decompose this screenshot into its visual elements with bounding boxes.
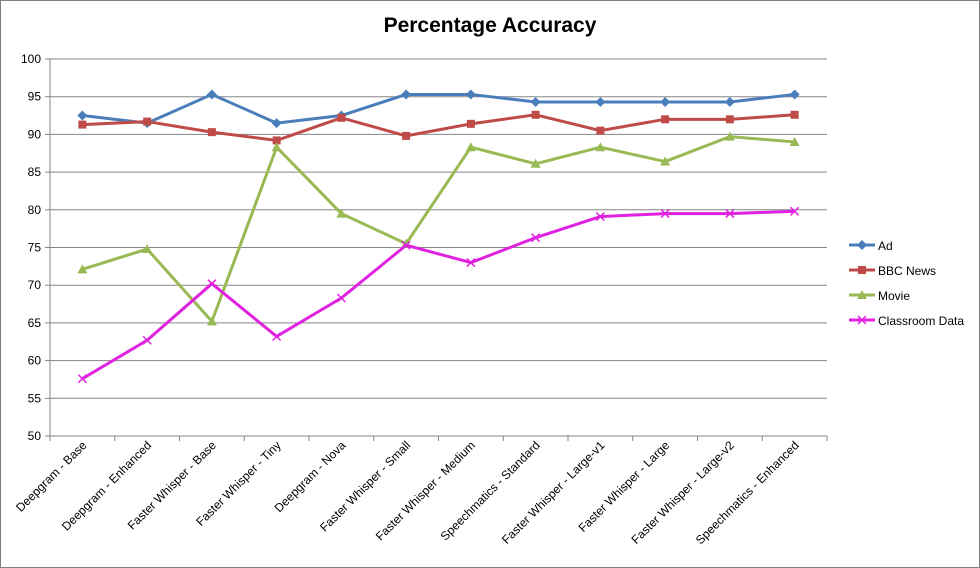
y-tick-labels: 50 55 60 65 70 75 80 85 90 95 100 [21,52,41,443]
series-line [81,135,795,323]
data-point [272,331,282,342]
legend-swatch [849,290,875,299]
data-point [595,142,606,152]
data-point [77,374,87,384]
gridlines [45,58,827,437]
data-point [857,315,867,325]
data-point [724,96,735,107]
data-point [858,266,866,274]
data-point [661,115,670,124]
legend: Ad BBC News Movie Classroom Data [848,236,978,336]
data-point [465,142,476,152]
data-point [466,119,475,128]
data-point [789,89,800,100]
legend-swatch [849,240,875,250]
x-tick-label: Faster Whisper - Large-v1 [499,438,608,547]
data-point [857,240,867,250]
data-point [401,89,412,100]
legend-label: Movie [878,289,911,303]
data-point [336,208,347,218]
series-movie [77,131,800,326]
y-tick-label: 100 [21,52,41,66]
data-point [531,233,541,243]
data-point [402,131,411,140]
legend-item: Movie [848,286,978,311]
data-point [595,96,606,107]
data-point [660,156,671,166]
data-point [531,110,540,119]
data-point [336,293,346,303]
data-point [271,142,282,152]
legend-item: Ad [848,236,978,261]
y-tick-label: 85 [28,165,42,179]
data-point [725,209,735,219]
y-tick-label: 55 [28,391,42,405]
axes [49,59,828,441]
data-point [530,158,541,168]
series-ad [77,89,800,129]
series-line [82,113,795,142]
y-tick-label: 60 [28,354,42,368]
y-tick-label: 70 [28,278,42,292]
y-tick-label: 75 [28,241,42,255]
data-point [530,96,541,107]
data-point [337,113,346,122]
legend-swatch [849,315,875,325]
data-point [142,335,152,345]
data-point [790,110,799,119]
legend-label: Ad [878,239,893,253]
data-point [465,89,476,100]
x-tick-label: Speechmatics - Enhanced [693,438,802,547]
y-tick-label: 90 [28,127,42,141]
data-point [401,240,411,250]
data-point [207,128,216,137]
data-point [857,290,867,299]
legend-item: BBC News [848,261,978,286]
legend-label: Classroom Data [878,314,965,328]
y-tick-label: 50 [28,429,42,443]
data-point [789,136,800,146]
data-point [77,264,88,274]
y-tick-label: 80 [28,203,42,217]
data-point [142,244,153,254]
data-point [595,212,605,222]
data-point [143,117,152,126]
legend-label: BBC News [878,264,937,278]
series-line [82,92,795,125]
series-line [81,209,795,380]
data-point [272,136,281,145]
y-tick-label: 65 [28,316,42,330]
data-point [596,126,605,135]
chart-title: Percentage Accuracy [383,14,597,37]
legend-swatch [849,266,875,274]
x-tick-label: Faster Whisper - Large-v2 [629,438,738,547]
data-point [207,279,217,289]
data-point [790,206,800,216]
series-group [77,89,800,384]
data-point [78,120,87,129]
legend-item: Classroom Data [848,311,978,336]
data-point [271,118,282,129]
series-classroom-data [77,206,800,384]
data-point [77,110,88,121]
data-point [660,209,670,219]
data-point [206,89,217,100]
data-point [206,316,217,326]
y-tick-label: 95 [28,90,42,104]
data-point [660,96,671,107]
data-point [724,131,735,141]
data-point [466,258,476,268]
data-point [725,115,734,124]
series-bbc-news [78,110,799,145]
